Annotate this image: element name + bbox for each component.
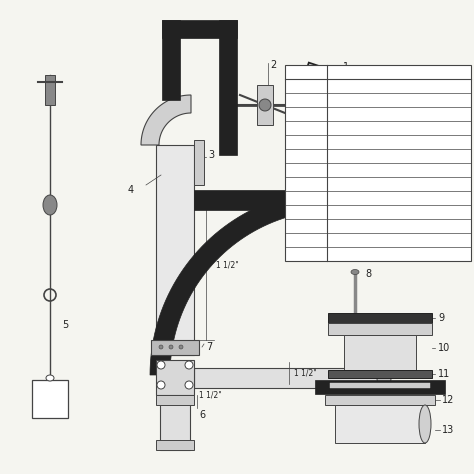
- Bar: [328, 370, 432, 378]
- Text: 6: 6: [199, 410, 205, 420]
- Circle shape: [169, 345, 173, 349]
- Circle shape: [185, 361, 193, 369]
- Text: 1 1/2": 1 1/2": [199, 391, 222, 400]
- Bar: [344, 335, 416, 370]
- Bar: [330, 383, 430, 388]
- Bar: [162, 20, 180, 100]
- Polygon shape: [141, 95, 191, 145]
- Bar: [156, 440, 194, 450]
- Bar: [156, 145, 194, 355]
- Bar: [315, 380, 445, 394]
- Text: 13: 13: [288, 249, 298, 258]
- Text: 1 1/2": 1 1/2": [216, 261, 239, 270]
- Text: Strainer Screw: Strainer Screw: [331, 180, 387, 189]
- Text: Face Plate Screw: Face Plate Screw: [331, 82, 395, 91]
- Text: 1 1/2": 1 1/2": [158, 440, 181, 449]
- Text: DESCRIPTION: DESCRIPTION: [331, 67, 405, 77]
- Circle shape: [157, 381, 165, 389]
- Text: 5: 5: [62, 320, 68, 330]
- Bar: [156, 360, 194, 395]
- Bar: [325, 395, 435, 405]
- Bar: [328, 323, 432, 335]
- Text: 11: 11: [288, 221, 298, 230]
- Ellipse shape: [419, 405, 431, 443]
- Text: Linkage Assembly: Linkage Assembly: [331, 137, 400, 146]
- Text: 12: 12: [442, 395, 455, 405]
- Text: 7: 7: [288, 165, 293, 174]
- Text: Slip Nut: Slip Nut: [331, 165, 361, 174]
- Text: 6: 6: [288, 152, 293, 161]
- Text: 1: 1: [288, 82, 293, 91]
- Text: Waste Shoe: Waste Shoe: [331, 249, 376, 258]
- Bar: [160, 395, 190, 450]
- Text: 1: 1: [343, 62, 349, 72]
- Bar: [162, 20, 237, 38]
- Text: 4: 4: [128, 185, 134, 195]
- Text: 11: 11: [438, 369, 450, 379]
- Text: 13: 13: [442, 425, 454, 435]
- Bar: [194, 140, 204, 185]
- Bar: [156, 395, 194, 405]
- Text: Top Elbow: Top Elbow: [331, 124, 369, 133]
- Text: Grid: Grid: [331, 193, 347, 202]
- Text: 8: 8: [288, 180, 293, 189]
- Bar: [194, 368, 384, 388]
- Bar: [194, 190, 335, 210]
- Bar: [335, 405, 425, 443]
- Text: 10: 10: [438, 343, 450, 353]
- Text: Fiber Washer: Fiber Washer: [331, 236, 381, 245]
- Ellipse shape: [43, 195, 57, 215]
- Bar: [257, 85, 273, 125]
- Text: 7: 7: [206, 342, 212, 352]
- Text: 4: 4: [288, 124, 293, 133]
- Text: Gasket: Gasket: [331, 109, 357, 118]
- Text: Waste Flange: Waste Flange: [331, 208, 383, 217]
- Text: 2: 2: [288, 95, 293, 104]
- Bar: [45, 75, 55, 105]
- Circle shape: [159, 345, 163, 349]
- Text: Rubber Washer: Rubber Washer: [331, 221, 389, 230]
- Text: Tee: Tee: [331, 152, 344, 161]
- Ellipse shape: [351, 270, 359, 274]
- Bar: [219, 20, 237, 155]
- Ellipse shape: [46, 375, 54, 381]
- Text: 12: 12: [288, 236, 298, 245]
- Text: 9: 9: [438, 313, 444, 323]
- Circle shape: [259, 99, 271, 111]
- Text: 8: 8: [365, 269, 371, 279]
- Text: 2: 2: [270, 60, 276, 70]
- Bar: [151, 340, 199, 355]
- Ellipse shape: [377, 368, 391, 388]
- Bar: [32, 380, 68, 418]
- Polygon shape: [150, 190, 335, 375]
- Bar: [285, 65, 471, 261]
- Text: ITEM: ITEM: [288, 67, 315, 77]
- Text: Face Plate: Face Plate: [331, 95, 370, 104]
- Bar: [328, 313, 432, 323]
- Text: 10: 10: [288, 208, 298, 217]
- Circle shape: [157, 361, 165, 369]
- Circle shape: [179, 345, 183, 349]
- Text: 3: 3: [288, 109, 293, 118]
- Text: 5: 5: [288, 137, 293, 146]
- Text: 9: 9: [288, 193, 293, 202]
- Circle shape: [185, 381, 193, 389]
- Text: 3: 3: [208, 150, 214, 160]
- Text: 1 1/2": 1 1/2": [294, 368, 317, 377]
